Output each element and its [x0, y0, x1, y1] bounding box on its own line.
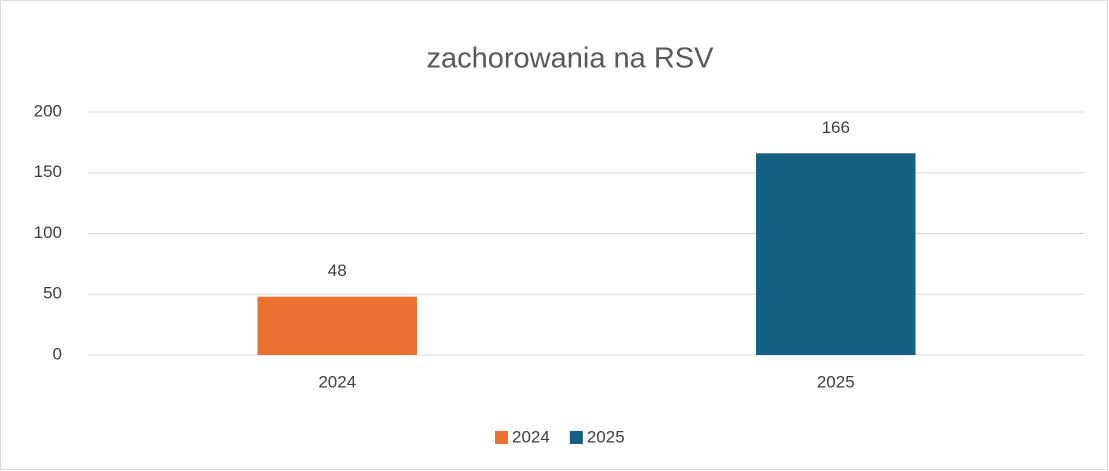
legend-swatch — [495, 431, 508, 444]
bar — [755, 153, 916, 355]
y-tick-label: 150 — [34, 162, 62, 181]
legend-label: 2024 — [512, 427, 550, 446]
x-tick-label: 2025 — [817, 372, 855, 391]
y-tick-label: 100 — [34, 223, 62, 242]
data-label: 48 — [328, 261, 347, 280]
data-label: 166 — [822, 118, 850, 137]
y-tick-label: 0 — [53, 344, 62, 363]
legend-label: 2025 — [587, 427, 625, 446]
legend-swatch — [569, 431, 583, 444]
bar — [257, 296, 418, 355]
chart-title: zachorowania na RSV — [427, 43, 715, 75]
y-tick-label: 200 — [34, 101, 62, 120]
x-tick-label: 2024 — [318, 372, 356, 391]
y-tick-label: 50 — [43, 284, 62, 303]
